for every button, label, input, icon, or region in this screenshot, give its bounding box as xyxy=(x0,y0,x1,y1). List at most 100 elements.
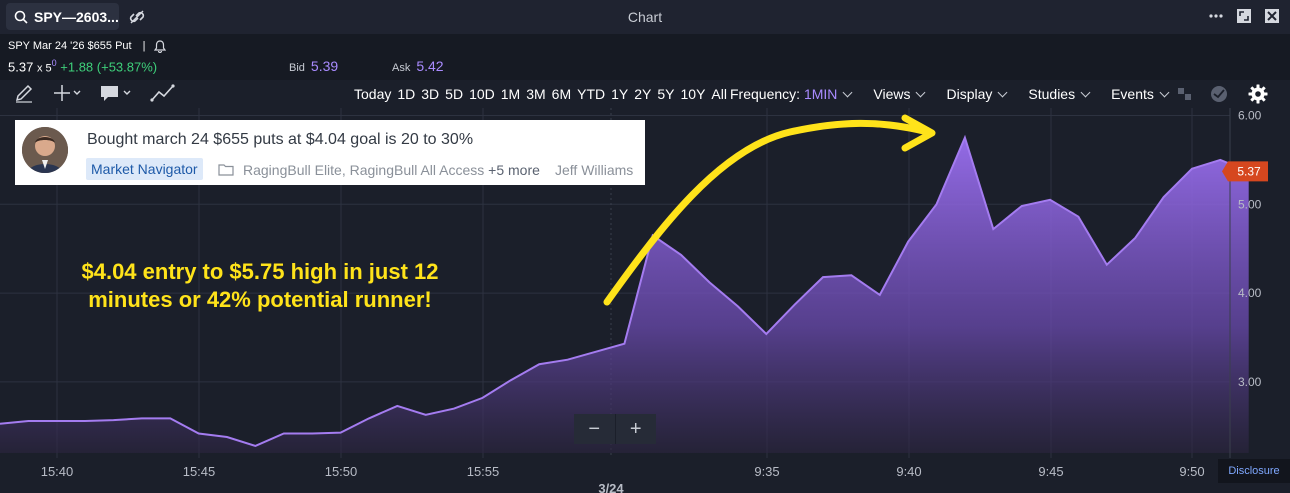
x-tick-label: 15:50 xyxy=(325,464,358,479)
display-label: Display xyxy=(946,86,993,102)
time-axis: 15:40 15:45 15:50 15:55 3/24 9:35 9:40 9:45 9:50 xyxy=(41,464,1205,493)
range-10d[interactable]: 10D xyxy=(469,86,495,102)
y-tick-label: 6.00 xyxy=(1238,108,1262,122)
date-range-selector: Today 1D 3D 5D 10D 1M 3M 6M YTD 1Y 2Y 5Y 10Y All xyxy=(354,86,727,102)
range-1d[interactable]: 1D xyxy=(397,86,416,102)
range-5y[interactable]: 5Y xyxy=(657,86,675,102)
chevron-down-icon xyxy=(1080,87,1091,98)
events-menu[interactable]: Events xyxy=(1111,86,1170,102)
range-all[interactable]: All xyxy=(711,86,727,102)
alert-groups: RagingBull Elite, RagingBull All Access … xyxy=(243,162,540,178)
chevron-down-icon xyxy=(997,87,1008,98)
y-tick-label: 3.00 xyxy=(1238,375,1262,389)
range-6m[interactable]: 6M xyxy=(551,86,572,102)
x-tick-label: 15:45 xyxy=(183,464,216,479)
display-menu[interactable]: Display xyxy=(946,86,1008,102)
price-axis: 6.00 5.00 4.00 3.00 xyxy=(1238,108,1262,388)
gear-icon[interactable] xyxy=(1248,84,1268,104)
y-tick-label: 5.00 xyxy=(1238,197,1262,211)
range-1m[interactable]: 1M xyxy=(500,86,521,102)
last-value: 5.37 xyxy=(8,59,34,75)
zoom-controls: − + xyxy=(574,414,656,444)
annotation-arrow-head xyxy=(901,114,936,152)
frequency-value: 1MIN xyxy=(803,86,838,102)
more-groups-link[interactable]: +5 more xyxy=(488,162,540,178)
y-tick-label: 4.00 xyxy=(1238,286,1262,300)
annotation-icon[interactable] xyxy=(100,83,132,103)
chevron-down-icon xyxy=(916,87,926,98)
ask-label: Ask xyxy=(392,62,411,74)
alert-title: Bought march 24 $655 puts at $4.04 goal … xyxy=(87,131,474,148)
current-price-tag: 5.37 xyxy=(1222,161,1268,182)
trendline-icon[interactable] xyxy=(150,83,176,103)
ask-quote: Ask 5.42 xyxy=(392,58,444,74)
groups-list: RagingBull Elite, RagingBull All Access xyxy=(243,162,485,178)
zoom-out-button[interactable]: − xyxy=(588,418,601,440)
last-price: 5.37 x 50 +1.88 (+53.87%) xyxy=(8,58,157,74)
x-tick-label: 9:45 xyxy=(1038,464,1063,479)
symbol-search[interactable]: SPY—2603... xyxy=(6,3,119,30)
globe-icon[interactable] xyxy=(1209,84,1229,104)
disclosure-link[interactable]: Disclosure xyxy=(1218,459,1290,483)
range-2y[interactable]: 2Y xyxy=(634,86,652,102)
x-tick-label: 3/24 xyxy=(598,481,624,493)
x-tick-label: 9:35 xyxy=(754,464,779,479)
window-title: Chart xyxy=(627,9,663,25)
x-tick-label: 15:40 xyxy=(41,464,74,479)
range-1y[interactable]: 1Y xyxy=(611,86,629,102)
title-bar: SPY—2603... Chart xyxy=(0,0,1290,34)
draw-pencil-icon[interactable] xyxy=(14,83,34,103)
symbol-search-value: SPY—2603... xyxy=(34,8,119,25)
chart-toolbar: Today 1D 3D 5D 10D 1M 3M 6M YTD 1Y 2Y 5Y 10Y All Freq… xyxy=(0,80,1290,108)
zoom-in-button[interactable]: + xyxy=(614,414,657,444)
x-tick-label: 9:50 xyxy=(1179,464,1204,479)
bid-value: 5.39 xyxy=(310,58,339,74)
price-line xyxy=(0,134,1250,447)
bid-label: Bid xyxy=(289,62,305,74)
price-change: +1.88 (+53.87%) xyxy=(60,59,158,75)
views-label: Views xyxy=(873,86,911,102)
annotation-line-1: $4.04 entry to $5.75 high in just 12 xyxy=(81,259,439,284)
chevron-down-icon xyxy=(842,87,853,98)
crosshair-icon[interactable] xyxy=(52,83,82,103)
alert-author: Jeff Williams xyxy=(555,162,634,178)
ask-value: 5.42 xyxy=(416,58,444,74)
more-options-icon[interactable] xyxy=(1208,8,1224,24)
events-label: Events xyxy=(1111,86,1154,102)
avatar xyxy=(22,127,68,173)
range-3m[interactable]: 3M xyxy=(526,86,546,102)
compare-icon[interactable] xyxy=(1176,85,1194,103)
unlink-icon[interactable] xyxy=(128,9,146,25)
folder-icon xyxy=(218,164,234,176)
bid-quote: Bid 5.39 xyxy=(289,58,338,74)
search-icon xyxy=(14,10,28,24)
range-5d[interactable]: 5D xyxy=(445,86,464,102)
instrument-name: SPY Mar 24 '26 $655 Put | xyxy=(8,40,146,52)
last-size: x 5 xyxy=(36,62,52,75)
service-tag[interactable]: Market Navigator xyxy=(86,158,203,180)
x-tick-label: 9:40 xyxy=(896,464,921,479)
trade-alert-card[interactable]: Bought march 24 $655 puts at $4.04 goal … xyxy=(15,120,645,185)
quote-bar: SPY Mar 24 '26 $655 Put | 5.37 x 50 +1.8… xyxy=(0,34,1290,80)
alert-bell-icon[interactable] xyxy=(154,40,166,53)
maximize-icon[interactable] xyxy=(1236,8,1252,24)
x-tick-label: 15:55 xyxy=(467,464,500,479)
studies-label: Studies xyxy=(1028,86,1076,102)
range-3d[interactable]: 3D xyxy=(421,86,440,102)
close-icon[interactable] xyxy=(1264,8,1280,24)
range-10y[interactable]: 10Y xyxy=(680,86,706,102)
range-today[interactable]: Today xyxy=(354,86,392,102)
views-menu[interactable]: Views xyxy=(873,86,926,102)
annotation-line-2: minutes or 42% potential runner! xyxy=(88,287,432,312)
instrument-symbol: SPY Mar 24 '26 $655 Put xyxy=(8,40,132,52)
chevron-down-icon xyxy=(1159,87,1170,98)
price-area xyxy=(0,137,1249,453)
last-size-superscript: 0 xyxy=(51,58,57,68)
annotation-arrow xyxy=(603,119,932,306)
current-price-label: 5.37 xyxy=(1237,164,1261,178)
range-ytd[interactable]: YTD xyxy=(577,86,606,102)
quote-separator: | xyxy=(142,40,146,52)
frequency-menu[interactable]: Frequency: 1MIN xyxy=(730,86,853,102)
chart-annotation: $4.04 entry to $5.75 high in just 12 min… xyxy=(40,258,480,314)
studies-menu[interactable]: Studies xyxy=(1028,86,1091,102)
